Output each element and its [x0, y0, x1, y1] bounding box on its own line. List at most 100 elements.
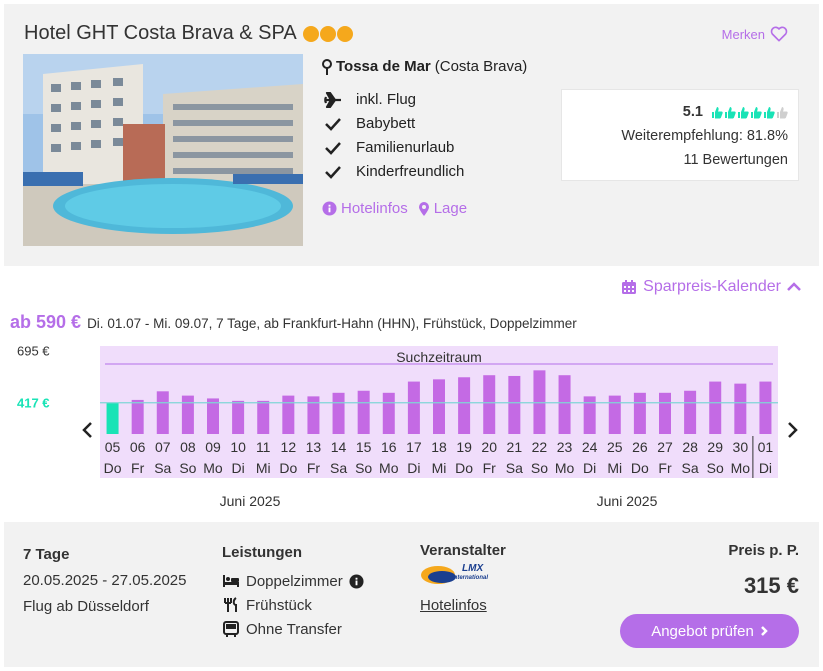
feature-label: Familienurlaub — [356, 139, 455, 156]
check-icon — [322, 164, 344, 180]
day-label: 30 — [733, 439, 749, 455]
info-icon — [322, 201, 337, 216]
price-bar — [282, 395, 295, 434]
hotelinfos-label[interactable]: Hotelinfos — [341, 200, 408, 217]
pin-icon — [322, 58, 332, 75]
weekday-label: Sa — [506, 460, 523, 476]
cheapest-price: ab 590 € — [10, 312, 82, 332]
heart-icon[interactable] — [769, 24, 789, 44]
leistung-item: Frühstück — [222, 593, 364, 617]
plane-icon — [322, 91, 344, 108]
angebot-pruefen-label[interactable]: Angebot prüfen — [651, 622, 754, 640]
price-label: Preis p. P. — [728, 542, 799, 559]
hotel-links: Hotelinfos Lage — [322, 200, 467, 217]
weekday-label: Mi — [607, 460, 622, 476]
day-label: 22 — [532, 439, 548, 455]
lage-link[interactable]: Lage — [418, 200, 467, 217]
weekday-label: Sa — [330, 460, 347, 476]
leistung-label: Doppelzimmer — [246, 572, 343, 590]
price-calendar-chart: Suchzeitraum 695 € 417 € 05 Do 06 Fr 07 Sa 08 So 09… — [17, 344, 798, 509]
sparpreis-kalender-toggle[interactable]: Sparpreis-Kalender — [621, 278, 801, 296]
weekday-label: So — [707, 460, 724, 476]
y-tick-label: 417 € — [17, 396, 50, 411]
feature-label: Babybett — [356, 115, 416, 132]
day-label: 20 — [481, 439, 497, 455]
thumb-icon — [764, 106, 775, 119]
review-count[interactable]: 11 Bewertungen — [683, 152, 788, 168]
thumb-icon — [751, 106, 762, 119]
price-bar — [407, 381, 420, 434]
weekday-label: Sa — [154, 460, 171, 476]
feature-label: inkl. Flug — [356, 91, 417, 108]
cutlery-icon — [224, 597, 237, 612]
day-label: 10 — [230, 439, 246, 455]
day-label: 13 — [306, 439, 322, 455]
offer-duration: 7 Tage — [23, 546, 70, 563]
hotelinfos-link[interactable]: Hotelinfos — [322, 200, 408, 217]
price-bar — [759, 381, 772, 434]
weekday-label: Mi — [432, 460, 447, 476]
price-bar — [433, 379, 445, 434]
lage-label[interactable]: Lage — [433, 200, 468, 217]
offer-card: 7 Tage 20.05.2025 - 27.05.2025 Flug ab D… — [4, 522, 819, 667]
weekday-label: Di — [759, 460, 772, 476]
y-tick-label: 695 € — [17, 344, 50, 359]
day-label: 15 — [356, 439, 372, 455]
weekday-label: So — [179, 460, 196, 476]
day-label: 16 — [381, 439, 397, 455]
weekday-label: Mi — [256, 460, 271, 476]
day-label: 23 — [557, 439, 573, 455]
sparpreis-label[interactable]: Sparpreis-Kalender — [643, 278, 781, 295]
price-bar — [659, 392, 671, 434]
weekday-label: Sa — [682, 460, 699, 476]
day-label: 09 — [205, 439, 221, 455]
chevron-left-icon[interactable] — [82, 422, 92, 438]
star-icon — [319, 25, 336, 42]
day-label: 11 — [256, 439, 271, 455]
chevron-up-icon[interactable] — [787, 282, 801, 292]
hotel-photo[interactable] — [23, 54, 303, 246]
lmx-logo: LMX International — [420, 563, 496, 587]
cheapest-price-line: ab 590 € Di. 01.07 - Mi. 09.07, 7 Tage, … — [10, 312, 577, 333]
price-bar — [156, 391, 169, 434]
veranstalter-hotelinfos-link[interactable]: Hotelinfos — [420, 597, 487, 614]
location: Tossa de Mar (Costa Brava) — [322, 58, 527, 75]
bed-icon — [223, 575, 239, 587]
weekday-label: Mo — [203, 460, 223, 476]
rating-box[interactable]: 5.1 Weiterempfehlung: 81.8% 11 Bewertung… — [561, 89, 799, 181]
angebot-pruefen-button[interactable]: Angebot prüfen — [620, 614, 799, 648]
weekday-label: Di — [231, 460, 244, 476]
thumbs-rating — [711, 106, 788, 119]
leistung-item: Doppelzimmer — [222, 569, 364, 593]
check-icon — [322, 116, 344, 132]
day-label: 26 — [632, 439, 648, 455]
hotel-name[interactable]: Hotel GHT Costa Brava & SPA — [24, 22, 297, 44]
thumb-icon — [777, 106, 788, 119]
recommendation: Weiterempfehlung: 81.8% — [621, 128, 788, 144]
merken-button[interactable]: Merken — [722, 24, 789, 44]
lmx-logo-sub: International — [452, 575, 489, 581]
leistung-label: Frühstück — [246, 596, 312, 614]
search-period-label: Suchzeitraum — [396, 349, 482, 365]
star-icon — [336, 25, 353, 42]
day-label: 28 — [682, 439, 698, 455]
hotel-title[interactable]: Hotel GHT Costa Brava & SPA — [24, 22, 353, 45]
price-block: Preis p. P. 315 € — [728, 542, 799, 599]
month-label: Juni 2025 — [597, 493, 658, 509]
check-icon — [322, 140, 344, 156]
weekday-label: Mo — [555, 460, 575, 476]
day-label: 27 — [657, 439, 673, 455]
feature-item: Kinderfreundlich — [322, 163, 464, 180]
offer-summary: 7 Tage 20.05.2025 - 27.05.2025 Flug ab D… — [23, 542, 186, 620]
info-icon[interactable] — [349, 573, 364, 589]
price-bar — [558, 375, 571, 434]
location-town: Tossa de Mar — [336, 58, 431, 75]
weekday-label: Fr — [483, 460, 497, 476]
price-bar — [257, 400, 270, 434]
day-label: 24 — [582, 439, 598, 455]
thumb-icon — [712, 106, 723, 119]
price-bar — [382, 392, 395, 434]
price-bar — [106, 402, 119, 434]
chevron-right-icon[interactable] — [788, 422, 798, 438]
merken-label[interactable]: Merken — [721, 26, 765, 42]
